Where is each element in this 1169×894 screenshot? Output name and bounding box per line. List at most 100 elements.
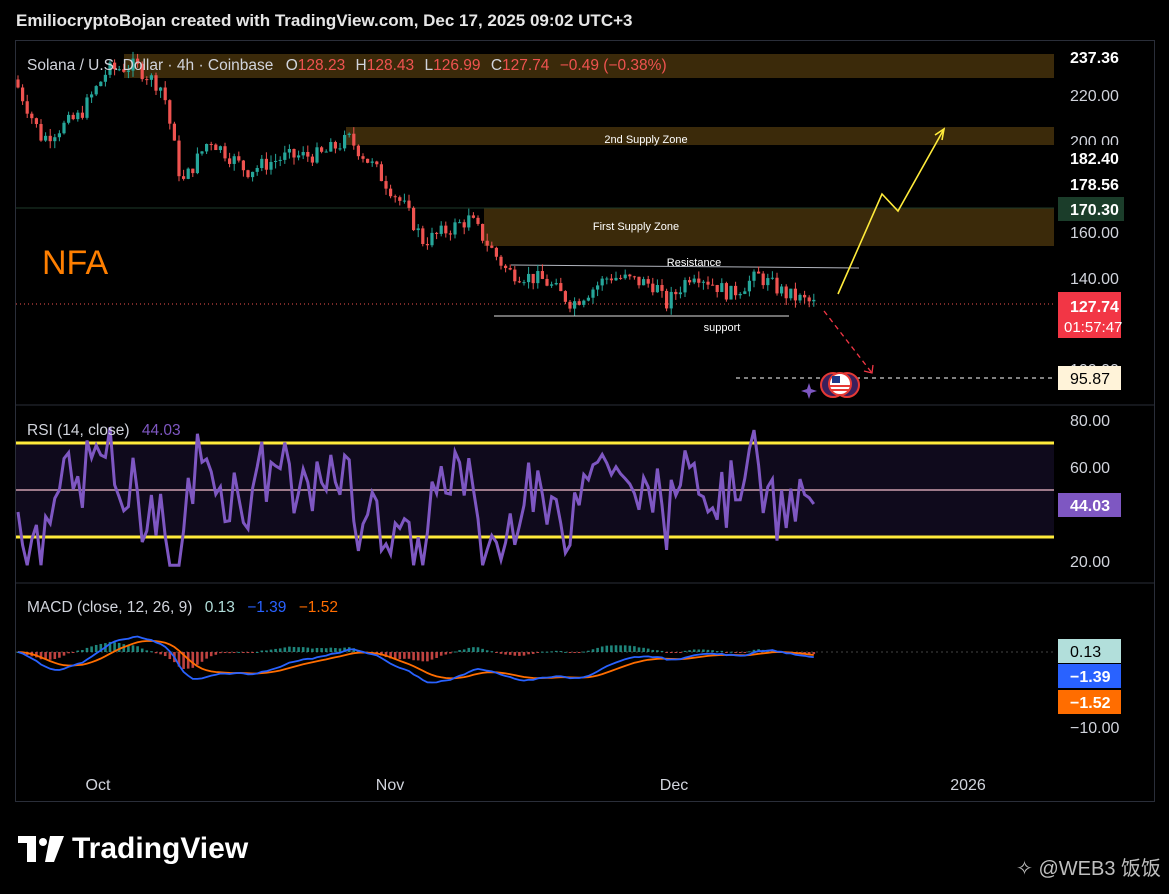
macd-histogram-bar: [623, 645, 627, 652]
macd-histogram-bar: [177, 652, 181, 667]
candle-body: [186, 168, 190, 179]
candle-body: [775, 277, 779, 294]
macd-line-badge-bg: [1058, 664, 1121, 688]
candle-body: [724, 283, 728, 300]
chart-svg[interactable]: 2nd Supply Zone First Supply Zone Resist…: [16, 41, 1154, 801]
price-badge-bg: [1058, 197, 1124, 221]
tradingview-logo[interactable]: TradingView: [18, 829, 248, 869]
candle-body: [669, 291, 673, 309]
macd-histogram-bar: [545, 651, 549, 653]
candle-body: [642, 279, 646, 286]
candle-body: [798, 294, 802, 301]
macd-histogram-bar: [209, 652, 213, 657]
candle-body: [807, 297, 811, 302]
macd-histogram-bar: [168, 652, 172, 660]
candle-body: [292, 148, 296, 158]
macd-histogram-bar: [39, 652, 43, 660]
candle-body: [48, 135, 52, 142]
candle-body: [232, 156, 236, 164]
price-axis[interactable]: 220.00 200.00 160.00 140.00 100.00 237.3…: [1058, 50, 1126, 390]
macd-histogram-bar: [720, 650, 724, 652]
macd-histogram-bar: [127, 645, 130, 652]
candle-body: [793, 288, 797, 301]
macd-histogram-bar: [329, 647, 333, 652]
candle-body: [628, 274, 632, 277]
macd-histogram-bar: [232, 652, 236, 653]
open-label: O: [286, 57, 298, 74]
candle-body: [513, 269, 517, 282]
candle-body: [223, 146, 227, 159]
macd-histogram-bar: [67, 652, 70, 654]
candle-body: [57, 133, 61, 138]
candle-body: [655, 285, 659, 293]
candle-body: [706, 281, 710, 285]
candle-body: [122, 69, 126, 72]
candle-body: [596, 285, 600, 290]
candle-body: [421, 228, 425, 245]
economic-events-icon[interactable]: [801, 372, 860, 399]
candle-body: [743, 291, 747, 294]
macd-histogram-bar: [518, 652, 521, 656]
candle-body: [435, 232, 439, 234]
macd-histogram-bar: [573, 652, 576, 653]
macd-histogram-bar: [683, 650, 687, 652]
candle-body: [444, 225, 448, 234]
candle-body: [812, 299, 816, 302]
candle-body: [784, 286, 788, 299]
macd-histogram-bar: [600, 646, 604, 652]
candle-body: [651, 283, 655, 293]
candle-body: [145, 79, 149, 81]
candle-body: [149, 75, 153, 80]
macd-histogram-bar: [449, 652, 452, 654]
macd-histogram-bar: [90, 646, 93, 652]
candle-body: [720, 283, 724, 293]
macd-histogram-bar: [725, 652, 728, 653]
macd-line[interactable]: [17, 635, 814, 684]
chart-frame[interactable]: 2nd Supply Zone First Supply Zone Resist…: [15, 40, 1155, 802]
candle-body: [757, 271, 761, 274]
candle-body: [366, 158, 370, 163]
macd-histogram-bar: [246, 652, 250, 654]
candle-body: [715, 284, 719, 293]
candle-body: [264, 158, 268, 170]
candle-body: [218, 146, 222, 151]
second-supply-zone-label: 2nd Supply Zone: [604, 134, 687, 146]
time-label: 2026: [950, 777, 986, 794]
candle-body: [228, 158, 232, 164]
candle-body: [577, 301, 581, 305]
candle-body: [320, 147, 324, 152]
candle-body: [393, 196, 397, 198]
candle-body: [692, 278, 696, 283]
current-price-badge[interactable]: [1058, 292, 1121, 338]
macd-histogram-bar: [389, 652, 392, 659]
macd-histogram-bar: [812, 652, 816, 655]
macd-hist-value: 0.13: [205, 599, 235, 616]
bearish-projection-line[interactable]: [823, 310, 873, 374]
candle-body: [738, 293, 742, 296]
macd-histogram-bar: [628, 645, 632, 652]
high-label: H: [356, 57, 367, 74]
candle-body: [260, 158, 264, 169]
macd-histogram-bar: [403, 652, 406, 659]
macd-hist-badge-bg: [1058, 639, 1121, 663]
candle-body: [163, 87, 167, 101]
resistance-line[interactable]: [510, 264, 860, 269]
candle-body: [476, 217, 480, 224]
open-value: 128.23: [298, 57, 345, 74]
macd-histogram-bar: [453, 651, 457, 653]
macd-histogram-bar: [706, 649, 710, 652]
candle-body: [379, 164, 383, 182]
macd-histogram-bar: [260, 650, 264, 652]
macd-histogram-bar: [582, 651, 586, 653]
macd-histogram-bar: [439, 652, 443, 656]
macd-histogram-bar: [412, 652, 415, 661]
rsi-line[interactable]: [16, 427, 816, 567]
macd-histogram-bar: [513, 652, 517, 656]
macd-histogram-bar: [301, 647, 305, 652]
candle-body: [674, 291, 678, 295]
change-value: −0.49 (−0.38%): [560, 57, 667, 74]
macd-histogram-bar: [485, 650, 489, 652]
macd-histogram-bar: [159, 652, 162, 655]
target-price-badge[interactable]: [1058, 366, 1121, 390]
bullish-projection-line[interactable]: [837, 128, 945, 295]
